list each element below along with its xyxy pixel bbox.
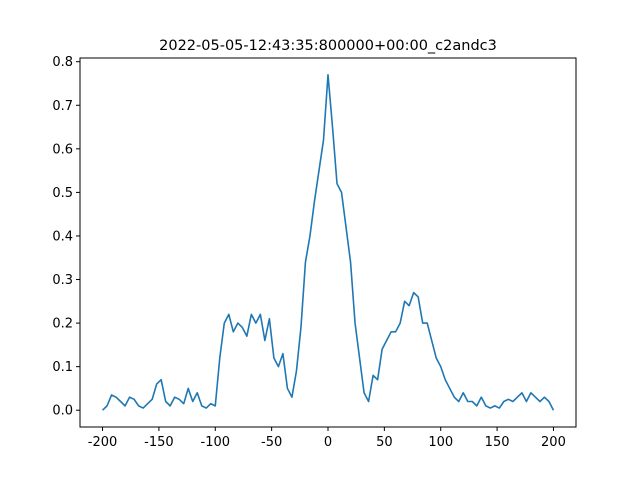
y-tick-label: 0.4 xyxy=(52,229,73,244)
y-tick-label: 0.6 xyxy=(52,142,73,157)
plot-frame xyxy=(79,57,577,428)
x-tick-label: 200 xyxy=(541,435,566,450)
x-tick-label: 0 xyxy=(324,435,332,450)
x-tick-label: -200 xyxy=(88,435,118,450)
y-tick-label: 0.5 xyxy=(52,186,73,201)
y-tick-label: 0.1 xyxy=(52,360,73,375)
y-tick-label: 0.8 xyxy=(52,55,73,70)
x-tick-label: 100 xyxy=(428,435,453,450)
y-tick-label: 0.7 xyxy=(52,99,73,114)
y-tick-label: 0.2 xyxy=(52,317,73,332)
x-tick-label: -100 xyxy=(201,435,231,450)
x-tick-label: 50 xyxy=(376,435,393,450)
x-tick-label: 150 xyxy=(485,435,510,450)
y-tick-label: 0.3 xyxy=(52,273,73,288)
y-tick-label: 0.0 xyxy=(52,404,73,419)
x-tick-label: -50 xyxy=(261,435,282,450)
data-line xyxy=(101,73,555,411)
x-tick-label: -150 xyxy=(144,435,174,450)
chart-title: 2022-05-05-12:43:35:800000+00:00_c2andc3 xyxy=(159,38,497,54)
